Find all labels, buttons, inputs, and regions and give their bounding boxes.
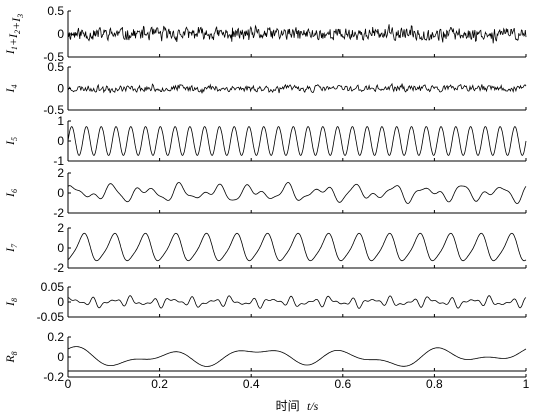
panel-2-y-tick-label: -0.5 (43, 103, 64, 117)
panel-1-y-tick-label: -0.5 (43, 50, 64, 64)
panel-1-y-tick-label: 0 (57, 27, 64, 41)
panel-3: 1 0 -1 I5 (3, 114, 527, 168)
panel-4-y-axis-title: I6 (3, 189, 19, 198)
panel-7-y-axis-title: R8 (3, 351, 19, 363)
y-axis-title-base: I (3, 49, 17, 55)
panel-2-y-axis-title: I4 (3, 85, 19, 94)
x-tick-label: 0.4 (243, 377, 260, 391)
y-axis-title-subscript: 4 (10, 85, 19, 89)
y-axis-title-subscript: 7 (10, 243, 19, 248)
panel-1-y-axis-title: I1+I2+I3 (3, 14, 25, 55)
y-axis-title-subscript: 8 (10, 298, 19, 302)
panel-4-signal-line (67, 181, 527, 204)
y-axis-title-base: +I (9, 17, 23, 30)
panel-5-y-axis-title: I7 (3, 243, 19, 253)
panel-5-y-tick-label: -2 (53, 261, 64, 275)
panel-6-y-tick-label: 0 (57, 295, 64, 309)
panel-2: 0.5 0 -0.5 I4 (3, 60, 527, 117)
panel-3-y-axis-title: I5 (3, 137, 19, 146)
y-axis-title-subscript: 1 (10, 46, 19, 50)
y-axis-title-subscript: 2 (13, 30, 22, 34)
x-axis-title-variable: t/s (307, 399, 319, 413)
panel-3-signal-line (67, 126, 527, 156)
panel-4-y-tick-label: -2 (53, 206, 64, 220)
y-axis-title-base: I (3, 140, 17, 146)
y-axis-title-subscript: 3 (16, 14, 25, 19)
panel-6-y-axis-title: I8 (3, 298, 19, 307)
x-tick-label: 1 (523, 377, 530, 391)
x-axis: 0 0.2 0.4 0.6 0.8 1 (65, 368, 530, 391)
panel-7: 0.2 0 -0.2 R8 (3, 330, 527, 384)
x-tick-label: 0.2 (151, 377, 168, 391)
panel-4: 2 0 -2 I6 (3, 166, 527, 220)
y-axis-title-subscript: 5 (10, 137, 19, 141)
panel-6-y-tick-label: -0.05 (37, 310, 65, 324)
x-tick-label: 0 (65, 377, 72, 391)
panel-2-y-tick-label: 0 (57, 82, 64, 96)
panel-7-y-tick-label: -0.2 (43, 370, 64, 384)
y-axis-title-base: R (3, 355, 17, 364)
y-axis-title-base: I (3, 247, 17, 253)
y-axis-title-base: I (3, 192, 17, 198)
panel-5-signal-line (67, 232, 527, 262)
y-axis-title-base: +I (6, 33, 20, 46)
panel-6: 0.050-0.05 I8 (3, 280, 527, 324)
panel-6-signal-line (67, 295, 527, 309)
x-axis-title: 时间 t/s (276, 399, 319, 413)
panel-7-y-tick-label: 0 (57, 350, 64, 364)
y-axis-title-subscript: 8 (10, 351, 19, 355)
x-axis-title-text: 时间 (276, 399, 300, 413)
panel-4-y-tick-label: 0 (57, 186, 64, 200)
panel-5-y-tick-label: 2 (57, 221, 64, 235)
panel-6-y-tick-label: 0.05 (41, 280, 65, 294)
panel-2-y-tick-label: 0.5 (47, 60, 64, 74)
panel-3-y-tick-label: 0 (57, 134, 64, 148)
y-axis-title-base: I (3, 301, 17, 307)
panel-3-y-tick-label: 1 (57, 114, 64, 128)
panel-1-signal-line (67, 24, 527, 44)
panels-layer: 0.50-0.5I1+I2+I30.50-0.5I410-1I520-2I620… (3, 4, 527, 384)
y-axis-title-base: I (3, 88, 17, 94)
panel-5-y-tick-label: 0 (57, 241, 64, 255)
x-tick-label: 0.8 (426, 377, 443, 391)
panel-2-signal-line (67, 82, 527, 94)
panel-1-y-tick-label: 0.5 (47, 4, 64, 18)
panel-5: 2 0 -2 I7 (3, 221, 527, 275)
panel-4-y-tick-label: 2 (57, 166, 64, 180)
panel-3-y-tick-label: -1 (53, 154, 64, 168)
x-tick-label: 0.6 (334, 377, 351, 391)
panel-1: 0.50-0.5I1+I2+I3 (3, 4, 527, 64)
panel-7-signal-line (67, 346, 527, 367)
panel-7-y-tick-label: 0.2 (47, 330, 64, 344)
y-axis-title-subscript: 6 (10, 189, 19, 193)
